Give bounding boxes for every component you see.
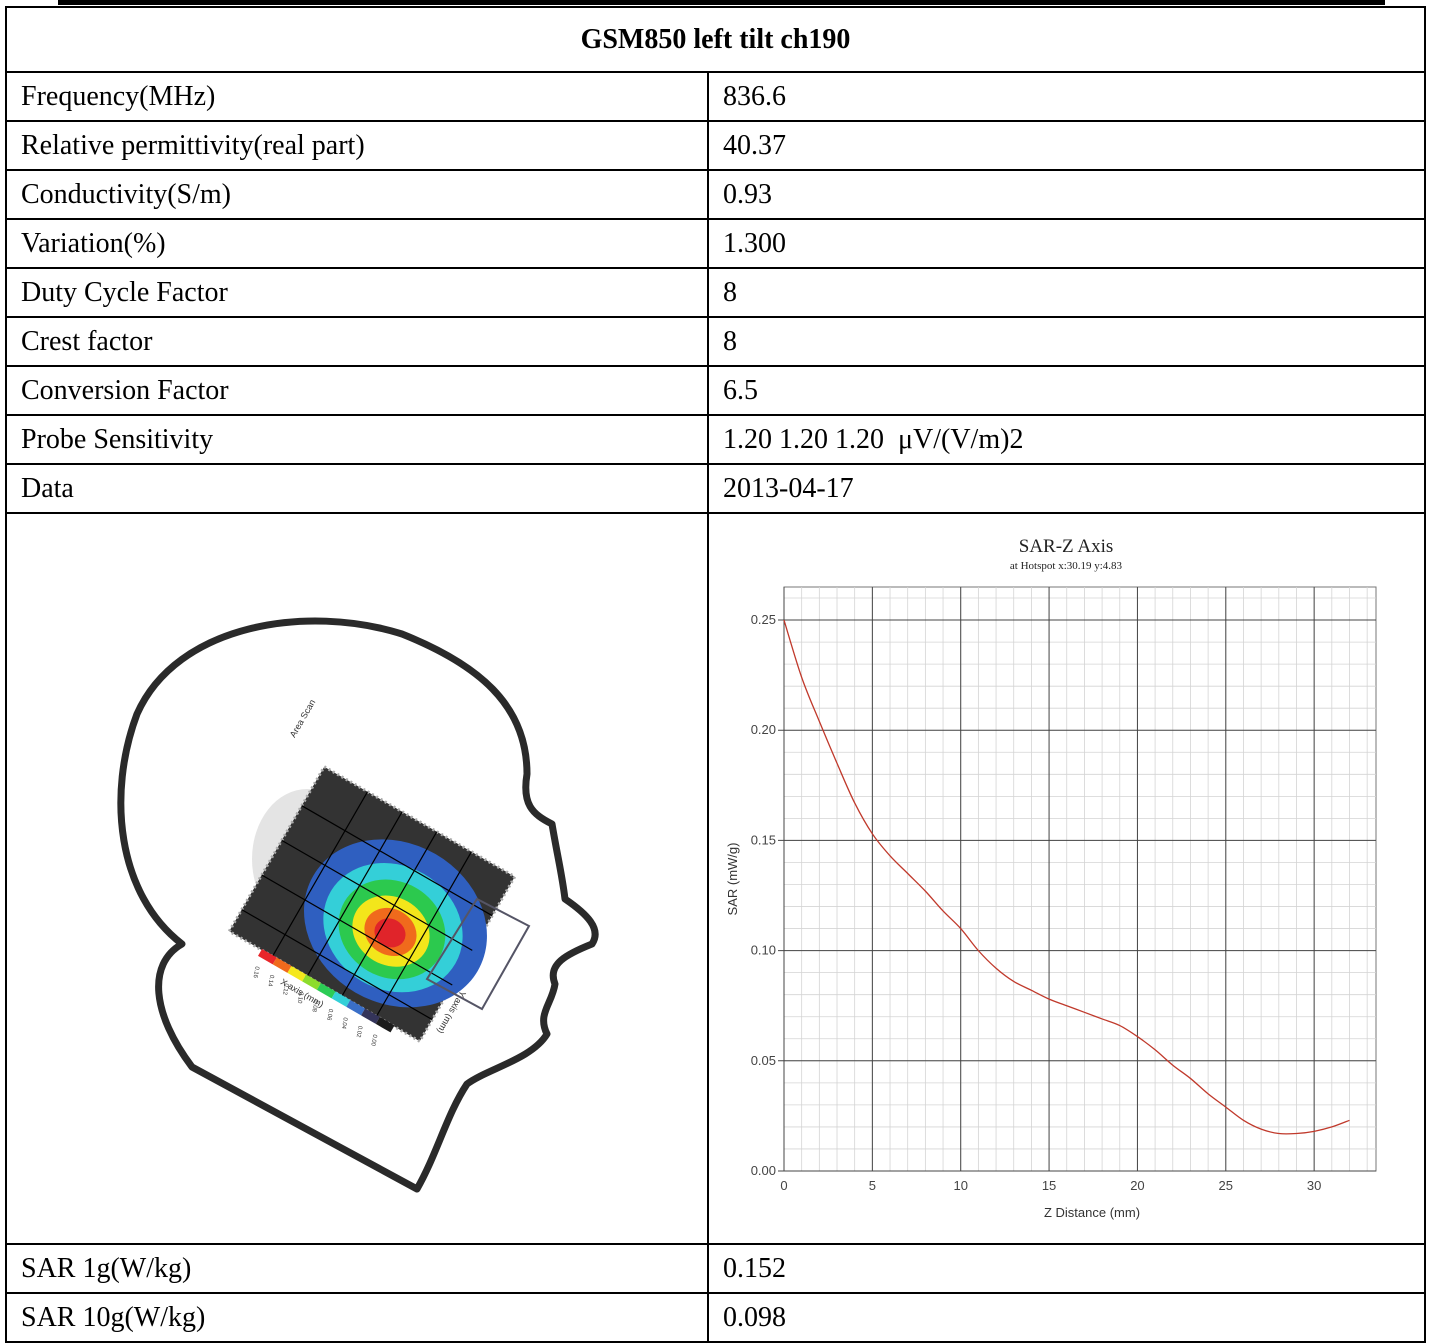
image-row: Area Scan X axis (mm) Y axis (mm) 0.16 0.… (5, 512, 1426, 1245)
colorbar-swatch (272, 957, 292, 973)
head-scan-image: Area Scan X axis (mm) Y axis (mm) 0.160.… (117, 617, 599, 1193)
row-label: Conductivity(S/m) (5, 169, 709, 220)
scan-grid-lines (241, 791, 493, 1021)
table-row: SAR 1g(W/kg) 0.152 (5, 1243, 1426, 1294)
colorbar-tick-label: 0.02 (355, 1025, 363, 1038)
row-value: 0.098 (707, 1292, 1426, 1343)
colorbar-swatch (316, 983, 336, 999)
row-value: 2013-04-17 (707, 463, 1426, 514)
y-tick-label: 0.15 (751, 832, 776, 847)
table-row: Frequency(MHz) 836.6 (5, 71, 1426, 122)
x-tick-label: 15 (1042, 1178, 1056, 1193)
table-row: Crest factor 8 (5, 316, 1426, 367)
colorbar-tick-label: 0.10 (296, 991, 304, 1004)
row-value: 40.37 (707, 120, 1426, 171)
x-tick-label: 0 (780, 1178, 787, 1193)
row-value: 8 (707, 267, 1426, 318)
row-value: 836.6 (707, 71, 1426, 122)
row-label: Relative permittivity(real part) (5, 120, 709, 171)
head-scan-cell: Area Scan X axis (mm) Y axis (mm) 0.16 0.… (5, 512, 709, 1245)
table-row: Data 2013-04-17 (5, 463, 1426, 514)
plot-area (783, 586, 1377, 1172)
colorbar-swatch (287, 966, 307, 982)
table-row: Variation(%) 1.300 (5, 218, 1426, 269)
chart-y-axis-label: SAR (mW/g) (725, 843, 740, 916)
y-tick-label: 0.00 (751, 1163, 776, 1178)
row-value: 1.20 1.20 1.20 μV/(V/m)2 (707, 414, 1426, 465)
table-row: SAR 10g(W/kg) 0.098 (5, 1292, 1426, 1343)
top-rule (58, 0, 1385, 5)
sar-report-table: GSM850 left tilt ch190 Frequency(MHz) 83… (5, 6, 1426, 1343)
table-row: Probe Sensitivity 1.20 1.20 1.20 μV/(V/m… (5, 414, 1426, 465)
sar-z-axis-chart: SAR-Z Axis at Hotspot x:30.19 y:4.83 SAR… (725, 536, 1377, 1220)
row-label: SAR 10g(W/kg) (5, 1292, 709, 1343)
table-row: Conductivity(S/m) 0.93 (5, 169, 1426, 220)
y-tick-label: 0.20 (751, 722, 776, 737)
y-tick-label: 0.05 (751, 1053, 776, 1068)
colorbar-swatch (331, 991, 351, 1007)
row-label: Variation(%) (5, 218, 709, 269)
y-tick-label: 0.10 (751, 943, 776, 958)
row-label: Conversion Factor (5, 365, 709, 416)
colorbar-tick-label: 0.04 (340, 1017, 348, 1030)
phone-outline (425, 897, 531, 1011)
chart-subtitle: at Hotspot x:30.19 y:4.83 (1010, 560, 1123, 572)
x-tick-label: 10 (953, 1178, 967, 1193)
row-label: Frequency(MHz) (5, 71, 709, 122)
x-tick-label: 30 (1307, 1178, 1321, 1193)
colorbar-tick-label: 0.14 (266, 974, 274, 987)
colorbar-swatch (258, 949, 277, 965)
sar-series-line (783, 619, 1350, 1135)
sar-colorbar: 0.16 0.14 0.12 0.10 0.08 0.06 0.04 0.02 0.00 (251, 949, 395, 1047)
table-row: Duty Cycle Factor 8 (5, 267, 1426, 318)
row-label: Duty Cycle Factor (5, 267, 709, 318)
colorbar-tick-label: 0.16 (251, 966, 259, 979)
chart-x-axis-label: Z Distance (mm) (1044, 1205, 1140, 1220)
colorbar-swatch (302, 974, 321, 990)
row-value: 6.5 (707, 365, 1426, 416)
table-row: Conversion Factor 6.5 (5, 365, 1426, 416)
y-tick-label: 0.25 (751, 612, 776, 627)
row-label: SAR 1g(W/kg) (5, 1243, 709, 1294)
colorbar-swatch (375, 1016, 395, 1033)
colorbar-swatch (361, 1008, 380, 1024)
colorbar-tick-label: 0.12 (281, 983, 289, 996)
x-tick-label: 5 (869, 1178, 876, 1193)
colorbar-tick-label: 0.08 (310, 1000, 318, 1013)
x-tick-label: 25 (1219, 1178, 1233, 1193)
chart-cell: SAR-Z Axis at Hotspot x:30.19 y:4.83 SAR… (707, 512, 1426, 1245)
x-tick-label: 20 (1130, 1178, 1144, 1193)
row-value: 0.152 (707, 1243, 1426, 1294)
chart-title: SAR-Z Axis (1019, 536, 1114, 557)
table-row: Relative permittivity(real part) 40.37 (5, 120, 1426, 171)
colorbar-tick-label: 0.00 (369, 1034, 377, 1047)
table-title: GSM850 left tilt ch190 (5, 6, 1426, 73)
row-label: Crest factor (5, 316, 709, 367)
row-label: Probe Sensitivity (5, 414, 709, 465)
row-label: Data (5, 463, 709, 514)
colorbar-swatch (346, 1000, 366, 1016)
colorbar-tick-label: 0.06 (325, 1008, 333, 1021)
row-value: 0.93 (707, 169, 1426, 220)
row-value: 1.300 (707, 218, 1426, 269)
row-value: 8 (707, 316, 1426, 367)
